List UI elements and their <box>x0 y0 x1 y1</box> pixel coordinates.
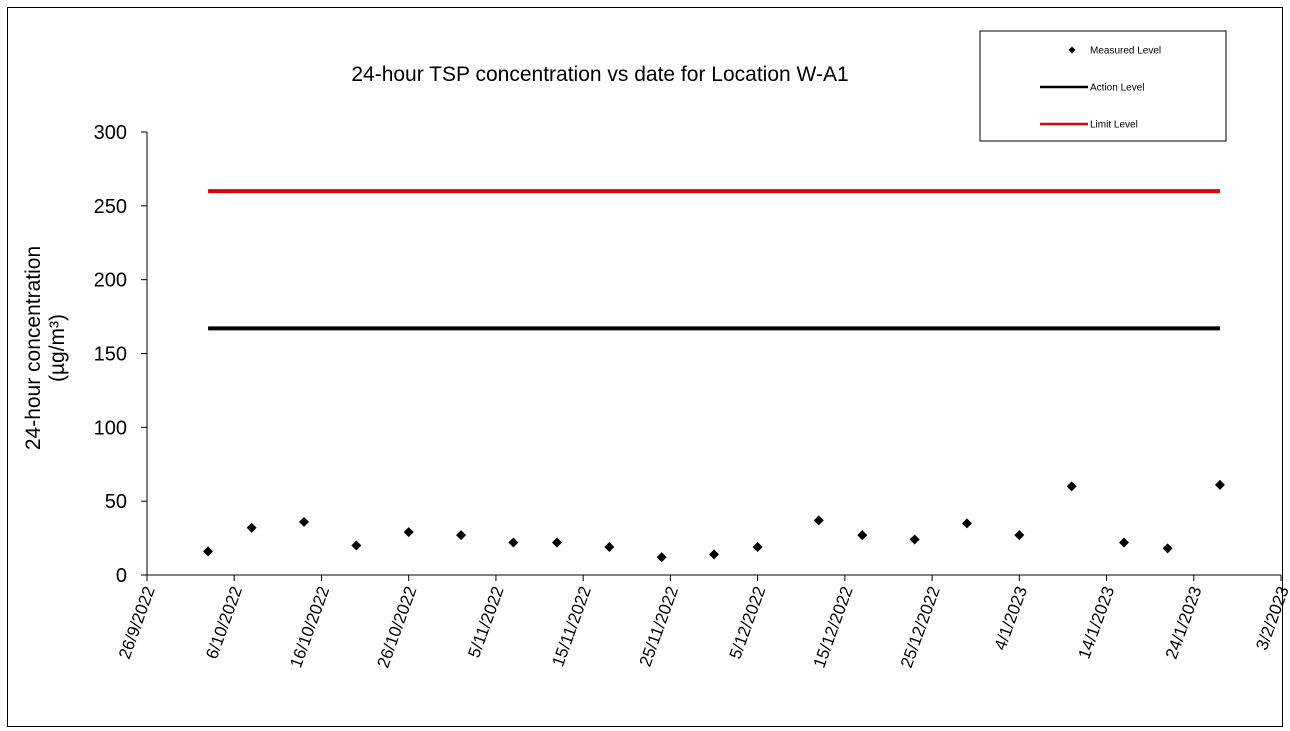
x-tick-label: 16/10/2022 <box>286 584 333 670</box>
data-point <box>909 534 920 545</box>
x-tick-label: 25/11/2022 <box>636 584 683 669</box>
data-point <box>203 546 214 557</box>
x-tick-label: 4/1/2023 <box>991 584 1031 653</box>
data-point <box>709 549 719 560</box>
y-tick-label: 100 <box>94 417 127 439</box>
x-tick-label: 26/10/2022 <box>373 584 420 670</box>
y-tick-label: 50 <box>105 491 127 513</box>
y-tick-label: 250 <box>94 196 127 218</box>
x-tick-label: 14/1/2023 <box>1075 584 1119 662</box>
legend-marker-measured-level <box>1068 46 1076 54</box>
data-point <box>299 516 310 527</box>
data-point <box>961 518 972 529</box>
y-tick-label: 300 <box>94 122 127 144</box>
data-point <box>752 541 763 552</box>
data-point <box>246 522 257 533</box>
y-axis-title-line1: 24-hour concentration <box>22 246 45 450</box>
legend-label-limit-level: Limit Level <box>1090 120 1138 131</box>
data-point <box>351 540 362 551</box>
data-point <box>551 537 562 548</box>
legend-label-action-level: Action Level <box>1090 83 1144 94</box>
y-tick-label: 0 <box>116 565 127 587</box>
y-tick-label: 200 <box>94 270 127 292</box>
x-tick-label: 24/1/2023 <box>1162 584 1206 662</box>
data-point <box>813 515 824 526</box>
lines-layer <box>208 189 1220 331</box>
x-tick-label: 3/2/2023 <box>1252 584 1290 653</box>
y-axis-title: 24-hour concentration (µg/m³) <box>22 246 69 450</box>
x-tick-label: 5/11/2022 <box>464 584 507 660</box>
data-point <box>508 537 519 548</box>
legend: Measured Level Action Level Limit Level <box>979 30 1227 142</box>
legend-label-measured-level: Measured Level <box>1090 46 1161 57</box>
x-tick-label: 25/12/2022 <box>897 584 944 670</box>
data-point <box>857 530 868 541</box>
data-point <box>1066 481 1077 492</box>
points-layer <box>203 479 1225 563</box>
x-tick-label: 5/12/2022 <box>726 584 770 662</box>
y-tick-label: 150 <box>94 344 127 366</box>
data-point <box>1014 530 1025 541</box>
data-point <box>1162 543 1173 554</box>
x-tick-label: 6/10/2022 <box>202 584 246 662</box>
data-point <box>656 552 667 563</box>
axes-layer: 0 50 100 150 200 250 300 26/9/2022 6/10/2022 16/1… <box>94 122 1290 670</box>
x-tick-label: 15/12/2022 <box>810 584 857 670</box>
x-tick-label: 15/11/2022 <box>548 584 595 669</box>
y-axis-title-line2: (µg/m³) <box>46 314 69 382</box>
data-point <box>604 541 615 552</box>
data-point <box>1118 537 1129 548</box>
legend-box <box>979 30 1227 142</box>
x-tick-label: 26/9/2022 <box>115 584 159 662</box>
data-point <box>1214 479 1225 490</box>
data-point <box>403 527 414 538</box>
chart-title: 24-hour TSP concentration vs date for Lo… <box>351 63 848 86</box>
data-point <box>456 530 467 541</box>
legend-items: Measured Level Action Level Limit Level <box>1040 46 1161 131</box>
